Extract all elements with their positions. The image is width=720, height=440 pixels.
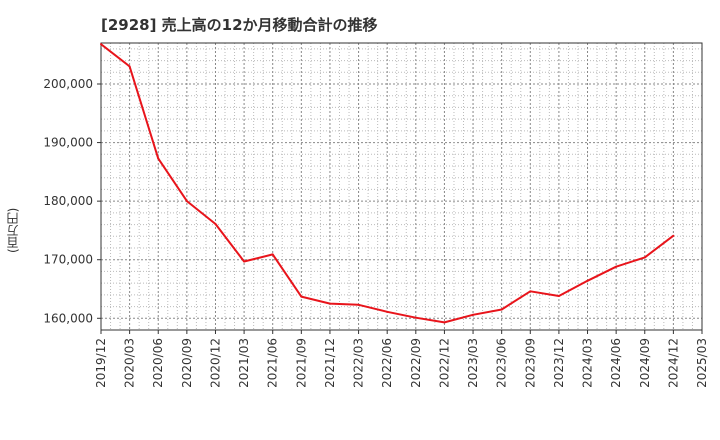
data-point [643,256,646,259]
data-point [243,260,246,263]
data-point [157,157,160,160]
x-tick-label: 2023/03 [466,338,480,388]
y-axis: 160,000 170,000 180,000 190,000 200,000 [43,77,101,325]
x-tick-label: 2024/12 [666,338,680,388]
x-tick-label: 2020/03 [123,338,137,388]
x-tick-label: 2021/06 [266,338,280,388]
x-tick-label: 2023/06 [495,338,509,388]
data-point [328,302,331,305]
x-tick-label: 2024/06 [609,338,623,388]
data-point [500,308,503,311]
grid-lines [100,43,703,331]
x-axis: 2019/12 2020/03 2020/06 2020/09 2020/12 2021/… [94,330,709,388]
data-point [300,295,303,298]
x-tick-label: 2022/09 [409,338,423,388]
x-tick-label: 2024/09 [638,338,652,388]
x-tick-label: 2025/03 [695,338,709,388]
x-tick-label: 2023/09 [523,338,537,388]
y-tick-label: 170,000 [43,253,93,267]
data-point [185,200,188,203]
x-tick-label: 2022/12 [437,338,451,388]
y-tick-label: 180,000 [43,194,93,208]
data-point [357,303,360,306]
x-tick-label: 2019/12 [94,338,108,388]
y-tick-label: 190,000 [43,136,93,150]
data-point [271,253,274,256]
x-tick-label: 2022/03 [352,338,366,388]
x-tick-label: 2021/03 [237,338,251,388]
data-point [672,234,675,237]
data-point [472,313,475,316]
chart-title: [2928] 売上高の12か月移動合計の推移 [101,16,378,34]
x-tick-label: 2024/03 [581,338,595,388]
plot-area-frame [100,42,703,331]
data-point [443,321,446,324]
y-tick-label: 200,000 [43,77,93,91]
y-tick-label: 160,000 [43,311,93,325]
data-point [100,43,102,46]
data-point [414,316,417,319]
x-tick-label: 2020/12 [208,338,222,388]
x-tick-label: 2021/12 [323,338,337,388]
data-point [557,295,560,298]
data-point [128,65,131,68]
data-point [214,222,217,225]
x-tick-label: 2020/09 [180,338,194,388]
x-tick-label: 2022/06 [380,338,394,388]
series-group [100,43,675,324]
data-point [386,310,389,313]
data-point [529,290,532,293]
x-tick-label: 2021/09 [294,338,308,388]
data-point [586,279,589,282]
x-tick-label: 2023/12 [552,338,566,388]
data-point [615,265,618,268]
x-tick-label: 2020/06 [151,338,165,388]
